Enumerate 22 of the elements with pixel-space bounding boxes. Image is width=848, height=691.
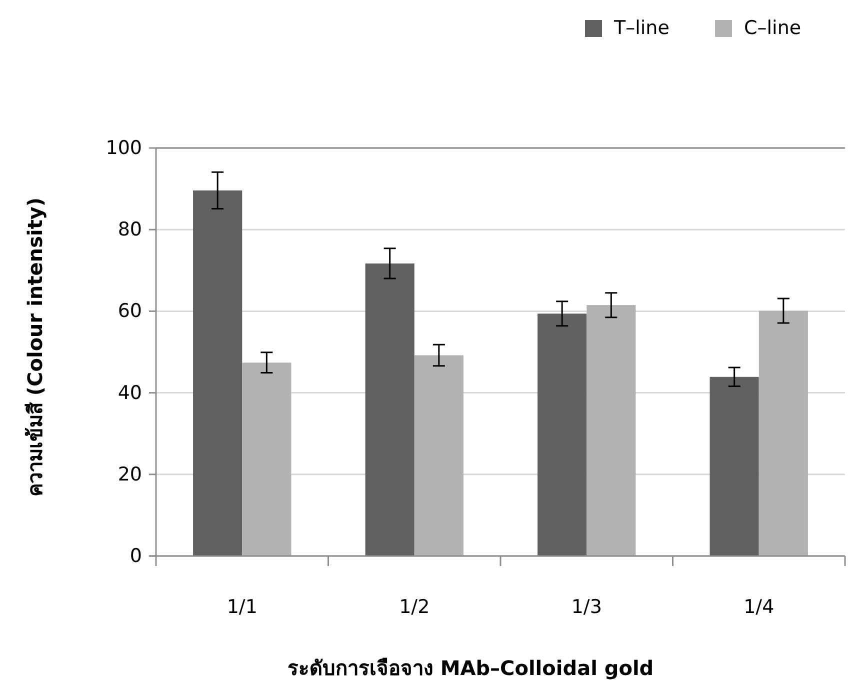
bar xyxy=(538,314,587,556)
bar xyxy=(242,362,292,556)
legend-label: T–line xyxy=(613,17,670,39)
y-tick-label: 0 xyxy=(130,545,142,567)
x-tick-label: 1/3 xyxy=(571,596,602,618)
bar xyxy=(365,263,414,556)
y-tick-label: 60 xyxy=(118,300,142,322)
bar xyxy=(193,190,242,556)
y-tick-label: 40 xyxy=(118,382,142,404)
bar xyxy=(414,355,464,556)
legend-label: C–line xyxy=(744,17,802,39)
y-tick-label: 100 xyxy=(106,137,142,159)
bar xyxy=(586,305,636,556)
x-axis-title: ระดับการเจือจาง MAb–Colloidal gold xyxy=(287,656,654,680)
y-tick-label: 80 xyxy=(118,218,142,241)
bar xyxy=(758,310,808,556)
x-tick-label: 1/1 xyxy=(226,596,258,618)
bar xyxy=(710,376,759,556)
y-tick-label: 20 xyxy=(118,463,142,486)
x-tick-label: 1/4 xyxy=(744,596,774,618)
y-axis-title: ความเข้มสี (Colour intensity) xyxy=(23,197,47,497)
x-tick-label: 1/2 xyxy=(399,596,430,618)
